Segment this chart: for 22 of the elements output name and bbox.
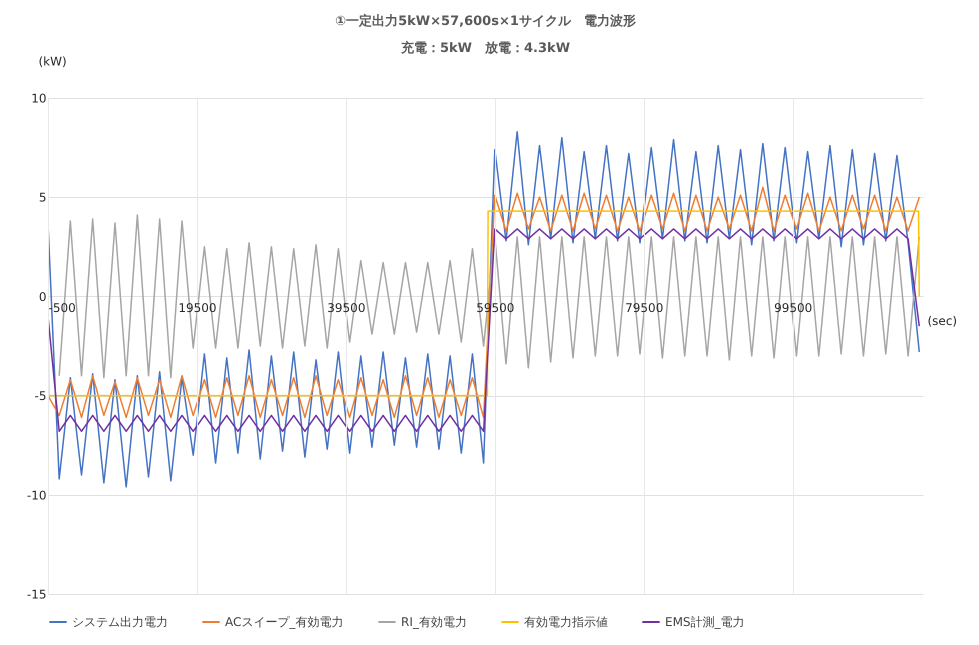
y-tick-label: -5: [34, 389, 46, 404]
x-tick-label: 99500: [774, 300, 812, 315]
chart-subtitle: 充電：5kW 放電：4.3kW: [400, 40, 570, 56]
x-axis-title: (sec): [928, 314, 958, 328]
y-tick-label: -15: [26, 588, 46, 602]
line-series: [48, 228, 920, 432]
x-tick-label: 19500: [178, 300, 217, 315]
legend-label: EMS計測_電力: [665, 615, 745, 629]
legend-label: ACスイープ_有効電力: [225, 615, 344, 629]
chart-title: ①一定出力5kW×57,600s×1サイクル 電力波形: [335, 13, 636, 29]
legend-label: 有効電力指示値: [524, 615, 608, 629]
y-tick-label: 0: [38, 290, 46, 304]
y-tick-label: -10: [26, 488, 46, 502]
line-series: [48, 130, 920, 488]
y-axis-title: (kW): [38, 54, 67, 68]
y-tick-label: 10: [31, 92, 46, 106]
legend-label: システム出力電力: [72, 615, 168, 629]
x-tick-label: 39500: [327, 300, 366, 315]
line-series: [48, 186, 920, 418]
legend-label: RI_有効電力: [401, 615, 467, 629]
x-tick-label: 79500: [625, 300, 664, 315]
y-tick-label: 5: [38, 190, 46, 205]
